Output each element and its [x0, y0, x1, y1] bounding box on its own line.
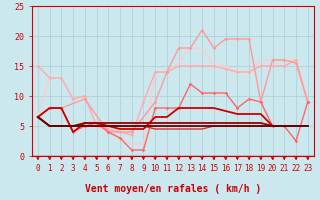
X-axis label: Vent moyen/en rafales ( km/h ): Vent moyen/en rafales ( km/h ) — [85, 184, 261, 194]
